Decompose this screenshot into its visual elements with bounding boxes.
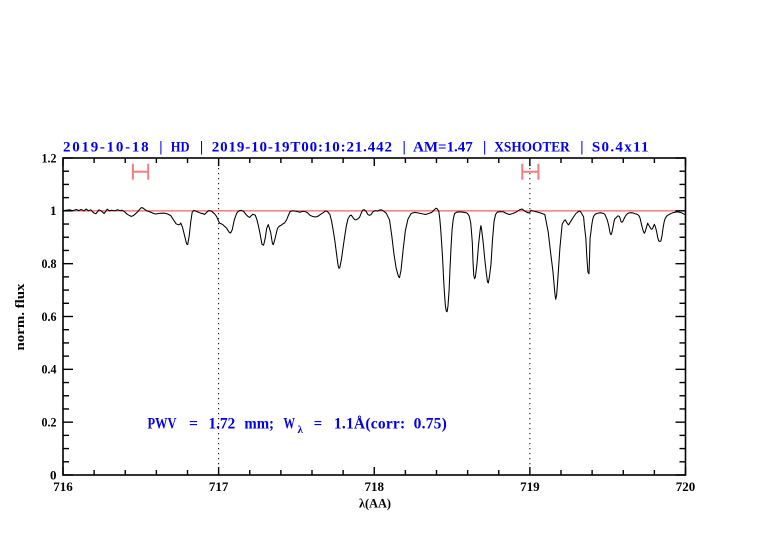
svg-text:716: 716 [53,479,73,494]
svg-text:719: 719 [520,479,540,494]
svg-text:|: | [200,139,203,155]
svg-text:λ(AA): λ(AA) [359,496,391,511]
svg-text:|: | [403,139,406,155]
svg-text:norm. flux: norm. flux [12,283,27,351]
svg-text:717: 717 [209,479,229,494]
svg-text:1.2: 1.2 [42,150,57,165]
svg-text:|: | [159,139,162,155]
svg-text:mm;: mm; [244,416,274,433]
svg-text:0.6: 0.6 [42,309,57,324]
svg-text:|: | [580,139,583,155]
svg-text:0: 0 [50,467,57,482]
svg-text:0.8: 0.8 [42,256,57,271]
svg-text:HD: HD [171,139,190,155]
svg-text:720: 720 [676,479,696,494]
svg-text:2019-10-18: 2019-10-18 [63,139,149,155]
svg-text:=: = [189,416,198,433]
svg-text:λ: λ [298,424,304,436]
svg-text:AM=1.47: AM=1.47 [413,139,473,155]
svg-text:0.2: 0.2 [42,415,57,430]
svg-text:|: | [483,139,486,155]
svg-text:S0.4x11: S0.4x11 [592,139,649,155]
svg-text:0.4: 0.4 [42,362,57,377]
svg-text:=: = [314,416,322,433]
svg-text:718: 718 [364,479,384,494]
svg-text:PWV: PWV [148,416,178,433]
svg-text:1.1Å(corr: 0.75): 1.1Å(corr: 0.75) [334,416,447,433]
svg-text:1: 1 [50,203,57,218]
svg-text:XSHOOTER: XSHOOTER [494,139,570,155]
svg-text:1.72: 1.72 [208,416,235,433]
svg-text:2019-10-19T00:10:21.442: 2019-10-19T00:10:21.442 [212,139,392,155]
svg-text:W: W [284,416,296,433]
